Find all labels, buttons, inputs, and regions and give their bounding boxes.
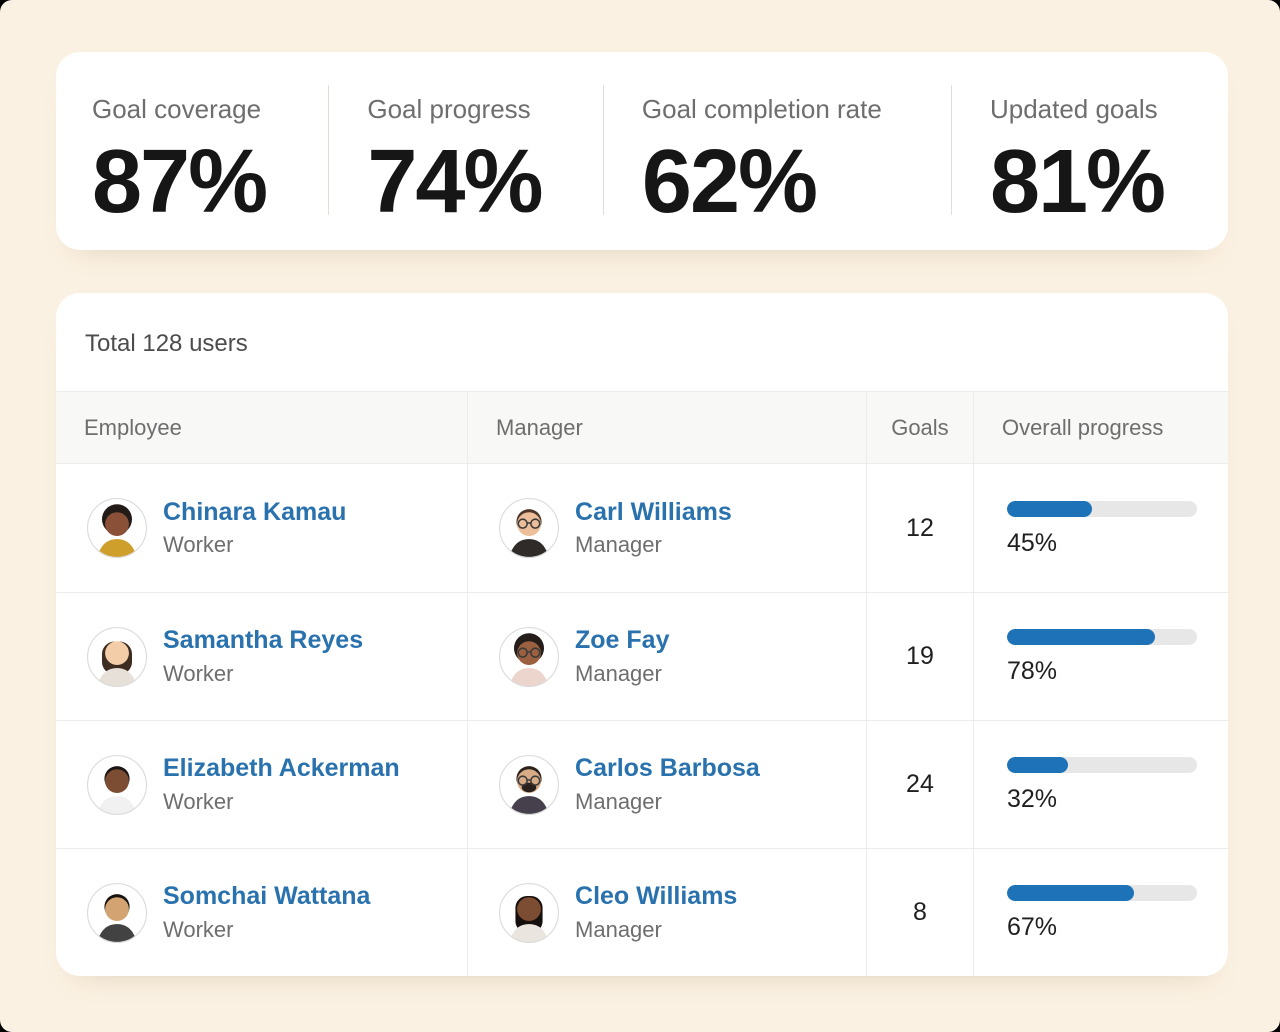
stat-label: Goal progress xyxy=(367,94,531,124)
employee-role: Worker xyxy=(163,788,234,814)
manager-name-link[interactable]: Zoe Fay xyxy=(575,626,670,655)
progress-fill xyxy=(1006,629,1156,645)
employee-name-link[interactable]: Somchai Wattana xyxy=(163,882,371,911)
manager-role: Manager xyxy=(575,532,662,558)
employee-info: Samantha Reyes Worker xyxy=(163,627,363,686)
stat-label: Goal completion rate xyxy=(641,94,882,124)
stat-goal-coverage: Goal coverage 87% xyxy=(56,85,328,227)
goals-cell: 8 xyxy=(865,849,973,976)
manager-cell: Carl Williams Manager xyxy=(467,464,866,592)
table-row: Elizabeth Ackerman Worker Carlos Barbosa M… xyxy=(56,720,1228,848)
goals-count: 24 xyxy=(906,770,934,798)
manager-role: Manager xyxy=(575,660,662,686)
manager-cell: Cleo Williams Manager xyxy=(467,849,866,976)
progress-cell: 45% xyxy=(972,464,1228,592)
manager-name-link[interactable]: Cleo Williams xyxy=(575,882,738,911)
employee-cell: Samantha Reyes Worker xyxy=(56,593,467,720)
progress-percent: 67% xyxy=(1006,913,1057,941)
progress-percent: 32% xyxy=(1006,785,1057,813)
progress-fill xyxy=(1006,500,1093,517)
progress-fill xyxy=(1006,885,1135,901)
goals-cell: 12 xyxy=(865,464,973,592)
stat-value: 81% xyxy=(989,131,1166,232)
stat-goal-progress: Goal progress 74% xyxy=(328,85,603,227)
stat-label: Goal coverage xyxy=(92,94,262,124)
employee-avatar[interactable] xyxy=(86,882,148,944)
employee-name-link[interactable]: Elizabeth Ackerman xyxy=(163,754,400,783)
users-total-count: Total 128 users xyxy=(85,330,248,357)
manager-info: Zoe Fay Manager xyxy=(575,627,669,686)
progress-cell: 32% xyxy=(972,721,1228,848)
manager-role: Manager xyxy=(575,788,662,814)
manager-avatar[interactable] xyxy=(498,626,560,688)
manager-info: Carlos Barbosa Manager xyxy=(575,755,760,814)
stat-goal-completion-rate: Goal completion rate 62% xyxy=(602,85,951,227)
employee-role: Worker xyxy=(163,660,234,686)
goals-count: 8 xyxy=(913,898,927,926)
column-header-overall-progress: Overall progress xyxy=(972,392,1228,463)
table-body: Chinara Kamau Worker Carl Williams Manager… xyxy=(56,464,1228,976)
employee-info: Chinara Kamau Worker xyxy=(163,497,347,558)
table-header-row: Employee Manager Goals Overall progress xyxy=(56,391,1228,464)
manager-avatar[interactable] xyxy=(498,754,560,816)
column-header-goals: Goals xyxy=(865,392,973,463)
progress-fill xyxy=(1006,757,1068,773)
progress-bar xyxy=(1006,500,1197,517)
goals-count: 19 xyxy=(906,642,934,670)
table-row: Somchai Wattana Worker Cleo Williams Manag… xyxy=(56,848,1228,976)
goal-stats-card: Goal coverage 87% Goal progress 74% Goal… xyxy=(56,52,1228,250)
goals-cell: 24 xyxy=(865,721,973,848)
progress-bar xyxy=(1006,757,1197,773)
employee-info: Somchai Wattana Worker xyxy=(163,883,370,942)
employee-cell: Elizabeth Ackerman Worker xyxy=(56,721,467,848)
goals-cell: 19 xyxy=(865,593,973,720)
progress-bar xyxy=(1006,885,1197,901)
manager-name-link[interactable]: Carl Williams xyxy=(575,497,732,526)
column-header-employee: Employee xyxy=(84,414,182,440)
employee-role: Worker xyxy=(163,916,234,942)
employee-role: Worker xyxy=(163,532,234,558)
goals-count: 12 xyxy=(906,513,934,542)
employee-name-link[interactable]: Chinara Kamau xyxy=(163,497,347,526)
manager-info: Carl Williams Manager xyxy=(575,497,732,558)
employee-avatar[interactable] xyxy=(86,754,148,816)
progress-cell: 78% xyxy=(972,593,1228,720)
progress-bar xyxy=(1006,629,1197,645)
table-row: Samantha Reyes Worker Zoe Fay Manager 19 78% xyxy=(56,592,1228,720)
column-header-manager: Manager xyxy=(467,392,866,463)
table-row: Chinara Kamau Worker Carl Williams Manager… xyxy=(56,464,1228,592)
stat-label: Updated goals xyxy=(989,94,1158,124)
users-table-card: Total 128 users Employee Manager Goals O… xyxy=(56,293,1228,976)
stat-updated-goals: Updated goals 81% xyxy=(950,85,1228,227)
progress-percent: 78% xyxy=(1006,657,1057,685)
stat-value: 87% xyxy=(92,131,268,232)
employee-name-link[interactable]: Samantha Reyes xyxy=(163,626,364,655)
employee-cell: Chinara Kamau Worker xyxy=(56,464,467,592)
stat-value: 62% xyxy=(641,131,818,232)
progress-cell: 67% xyxy=(972,849,1228,976)
manager-role: Manager xyxy=(575,916,662,942)
employee-info: Elizabeth Ackerman Worker xyxy=(163,755,400,814)
employee-avatar[interactable] xyxy=(86,497,148,559)
employee-avatar[interactable] xyxy=(86,626,148,688)
manager-name-link[interactable]: Carlos Barbosa xyxy=(575,754,760,783)
manager-avatar[interactable] xyxy=(498,497,560,559)
manager-cell: Carlos Barbosa Manager xyxy=(467,721,866,848)
stat-value: 74% xyxy=(367,131,543,232)
manager-avatar[interactable] xyxy=(498,882,560,944)
manager-info: Cleo Williams Manager xyxy=(575,883,737,942)
employee-cell: Somchai Wattana Worker xyxy=(56,849,467,976)
manager-cell: Zoe Fay Manager xyxy=(467,593,866,720)
progress-percent: 45% xyxy=(1006,528,1057,557)
